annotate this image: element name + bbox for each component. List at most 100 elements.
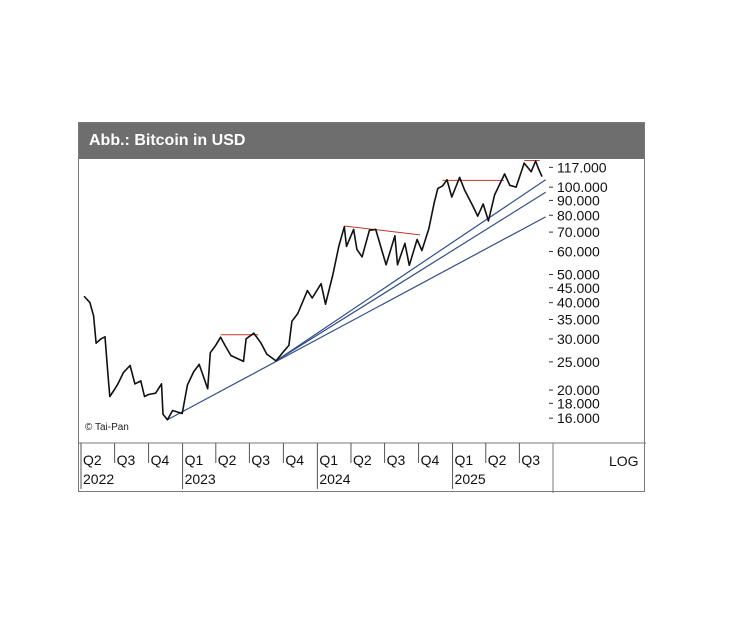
- price-point: [288, 344, 290, 346]
- price-point: [353, 228, 355, 230]
- price-point: [253, 332, 255, 334]
- price-point: [381, 250, 383, 252]
- price-point: [198, 363, 200, 365]
- price-point: [209, 352, 211, 354]
- price-point: [421, 249, 423, 252]
- price-point: [89, 302, 91, 304]
- price-point: [230, 354, 232, 357]
- chart-frame: Abb.: Bitcoin in USD 117.000 100.000 90.00…: [78, 122, 646, 493]
- price-point: [306, 290, 308, 292]
- price-point: [368, 229, 370, 231]
- support-trendline: [167, 216, 546, 421]
- y-tick-label: 35.000: [557, 311, 600, 327]
- price-point: [122, 371, 125, 373]
- price-point: [160, 383, 163, 385]
- price-point: [181, 412, 183, 415]
- x-quarter-label: Q1: [185, 452, 204, 468]
- price-point: [134, 383, 136, 385]
- price-point: [530, 171, 532, 173]
- price-point: [515, 186, 517, 188]
- x-year-label: 2024: [319, 471, 350, 487]
- x-quarter-label: Q3: [251, 452, 270, 468]
- price-point: [297, 312, 299, 315]
- x-year-label: 2022: [83, 471, 114, 487]
- price-point: [509, 184, 511, 186]
- plot-layer: [83, 160, 546, 421]
- price-point: [416, 238, 418, 241]
- price-point: [83, 295, 85, 298]
- price-point: [375, 228, 377, 230]
- price-point: [472, 205, 474, 207]
- price-point: [117, 383, 119, 385]
- price-point: [113, 389, 115, 391]
- x-quarter-label: Q2: [353, 452, 372, 468]
- price-point: [428, 227, 430, 230]
- price-point: [385, 264, 387, 266]
- y-tick-label: 20.000: [557, 382, 600, 398]
- x-quarter-label: Q4: [421, 452, 440, 468]
- price-point: [95, 342, 97, 344]
- price-point: [148, 393, 150, 396]
- price-point: [446, 179, 448, 181]
- price-point: [266, 353, 268, 355]
- x-quarter-label: Q3: [521, 452, 540, 468]
- price-point: [93, 315, 95, 317]
- price-point: [109, 395, 111, 398]
- price-point: [343, 226, 345, 228]
- price-point: [320, 283, 322, 285]
- x-quarter-label: Q4: [151, 452, 170, 468]
- price-point: [394, 235, 396, 237]
- x-quarter-label: Q2: [488, 452, 507, 468]
- x-quarter-label: Q1: [319, 452, 338, 468]
- x-quarter-label: Q1: [455, 452, 474, 468]
- price-series-line: [83, 160, 543, 421]
- price-point: [311, 297, 313, 299]
- chart-header: Abb.: Bitcoin in USD: [79, 123, 644, 159]
- price-point: [396, 264, 399, 266]
- price-point: [535, 160, 537, 162]
- support-trendline: [275, 179, 546, 362]
- price-point: [442, 185, 444, 187]
- price-point: [404, 242, 406, 244]
- resistance-line: [344, 225, 421, 236]
- x-year-label: 2023: [185, 471, 216, 487]
- price-point: [459, 176, 461, 178]
- price-point: [140, 380, 142, 382]
- price-point: [494, 194, 496, 196]
- price-point: [107, 374, 109, 376]
- price-point: [356, 248, 358, 250]
- price-point: [259, 341, 262, 343]
- price-point: [538, 168, 540, 170]
- price-point: [162, 413, 164, 415]
- price-point: [275, 360, 277, 362]
- support-trendline: [275, 191, 546, 362]
- y-tick-label: 45.000: [557, 280, 600, 296]
- price-point: [482, 203, 484, 205]
- price-point: [338, 245, 340, 247]
- y-tick-label: 117.000: [557, 159, 607, 175]
- price-point: [433, 202, 435, 204]
- price-point: [143, 395, 146, 398]
- price-point: [523, 162, 525, 164]
- price-point: [477, 215, 479, 217]
- price-point: [129, 364, 131, 367]
- price-point: [155, 392, 157, 394]
- x-quarter-label: Q4: [285, 452, 304, 468]
- price-point: [324, 303, 327, 305]
- price-point: [242, 360, 245, 362]
- y-tick-label: 16.000: [557, 410, 600, 426]
- price-point: [220, 336, 222, 338]
- price-point: [224, 344, 226, 346]
- y-tick-label: 100.000: [557, 179, 608, 195]
- price-point: [504, 173, 506, 175]
- y-tick-label: 80.000: [557, 207, 600, 223]
- price-point: [487, 220, 489, 222]
- x-quarter-label: Q3: [117, 452, 136, 468]
- price-point: [437, 187, 439, 189]
- price-point: [245, 338, 247, 340]
- y-tick-label: 25.000: [557, 354, 600, 370]
- y-tick-label: 70.000: [557, 224, 600, 240]
- price-point: [291, 320, 293, 322]
